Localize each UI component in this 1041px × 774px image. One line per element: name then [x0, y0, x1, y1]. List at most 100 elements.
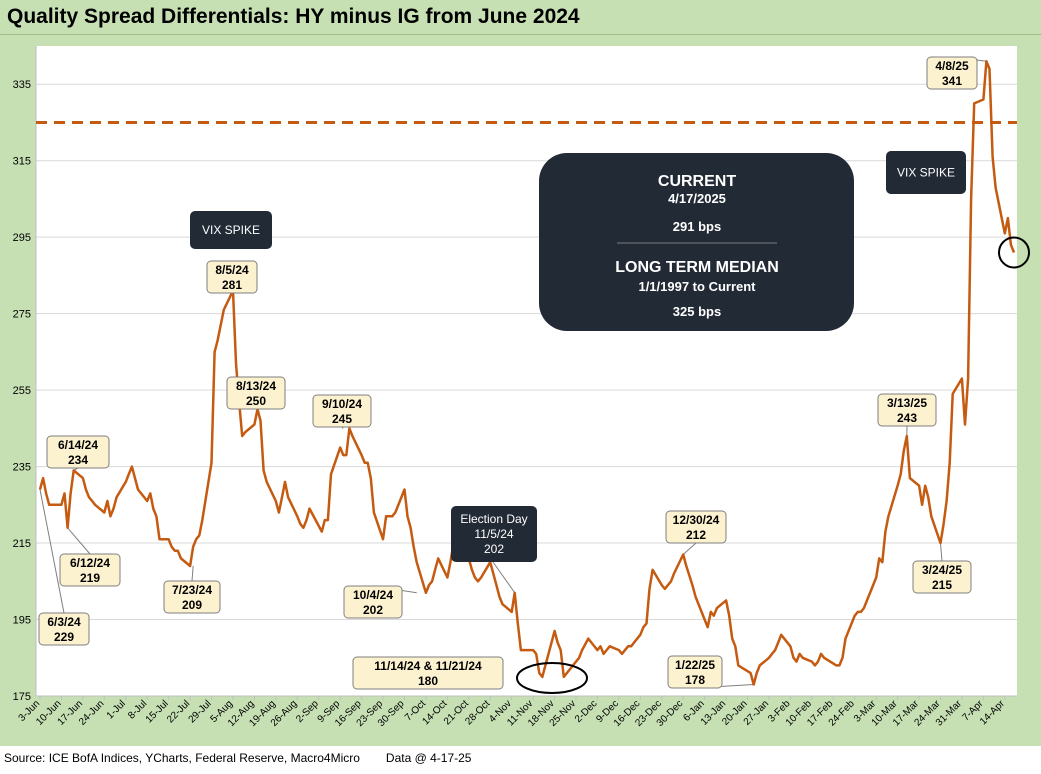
y-tick-label: 295 [13, 232, 31, 244]
callout-value: 215 [932, 578, 952, 592]
x-axis: 3-Jun10-Jun17-Jun24-Jun1-Jul8-Jul15-Jul2… [17, 695, 1017, 729]
vix-text: VIX SPIKE [897, 166, 955, 180]
election-title: Election Day [460, 512, 527, 526]
y-tick-label: 275 [13, 309, 31, 321]
callout-date: 9/10/24 [322, 397, 362, 411]
x-tick-label: 22-Jul [165, 698, 192, 725]
callout-value: 281 [222, 278, 242, 292]
median-value: 325 bps [673, 304, 721, 319]
y-tick-label: 235 [13, 462, 31, 474]
callout-box [926, 56, 978, 90]
callout-date: 4/8/25 [935, 59, 969, 73]
callout-box [38, 612, 90, 646]
current-value: 291 bps [673, 219, 721, 234]
callout-box [312, 394, 372, 428]
callout-box [59, 553, 121, 587]
election-date: 11/5/24 [474, 527, 513, 541]
callout-date: 8/13/24 [236, 379, 276, 393]
current-title: CURRENT [658, 173, 736, 190]
callout-value: 219 [80, 571, 100, 585]
x-tick-label: 2-Dec [573, 698, 600, 725]
current-circle-marker [998, 236, 1030, 269]
y-tick-label: 195 [13, 615, 31, 627]
y-tick-label: 175 [13, 691, 31, 703]
vix-text: VIX SPIKE [202, 223, 260, 237]
current-date: 4/17/2025 [668, 191, 726, 206]
callout-value: 229 [54, 630, 74, 644]
y-tick-label: 335 [13, 79, 31, 91]
callout-value: 234 [68, 453, 88, 467]
callout-box [226, 376, 286, 410]
callout-box [352, 656, 504, 690]
vix-box [886, 151, 966, 194]
callout-box [46, 435, 110, 469]
callout-value: 209 [182, 598, 202, 612]
callout-value: 341 [942, 74, 962, 88]
x-tick-label: 15-Jul [144, 698, 171, 725]
source-note: Source: ICE BofA Indices, YCharts, Feder… [4, 751, 360, 765]
callout-date: 7/23/24 [172, 583, 212, 597]
callout-leader [939, 543, 943, 562]
x-tick-label: 14-Apr [978, 698, 1007, 727]
callout-date: 3/24/25 [922, 563, 962, 577]
callout-box [667, 655, 723, 689]
callout-value: 245 [332, 412, 352, 426]
y-tick-label: 315 [13, 156, 31, 168]
median-title: LONG TERM MEDIAN [615, 259, 779, 276]
footer: Source: ICE BofA Indices, YCharts, Feder… [4, 751, 471, 765]
vix-spike-label: VIX SPIKE [190, 211, 272, 249]
callout-date: 11/14/24 & 11/21/24 [374, 659, 482, 673]
callout-date: 12/30/24 [673, 513, 720, 527]
callout-date: 1/22/25 [675, 658, 715, 672]
y-tick-label: 215 [13, 538, 31, 550]
x-tick-label: 1-Jul [105, 698, 128, 721]
low-circle-marker [516, 662, 588, 694]
callout-date: 8/5/24 [215, 263, 249, 277]
callout-date: 6/14/24 [58, 438, 98, 452]
callout-value: 243 [897, 411, 917, 425]
callout-date: 3/13/25 [887, 396, 927, 410]
median-range: 1/1/1997 to Current [638, 279, 756, 294]
callout-box [877, 393, 937, 427]
election-box [451, 506, 537, 562]
title-bar: Quality Spread Differentials: HY minus I… [0, 0, 1041, 35]
callout-box [665, 510, 727, 544]
callout-date: 6/12/24 [70, 556, 110, 570]
y-tick-label: 255 [13, 385, 31, 397]
callout-leader [191, 565, 194, 582]
summary-box-bg [539, 153, 854, 331]
election-value: 202 [484, 542, 504, 556]
callout-value: 180 [418, 674, 438, 688]
callout-value: 202 [363, 603, 383, 617]
callout-date: 10/4/24 [353, 588, 393, 602]
callout-leader [67, 527, 91, 555]
data-date: Data @ 4-17-25 [385, 751, 472, 765]
vix-box [190, 211, 272, 249]
callout-date: 6/3/24 [47, 615, 81, 629]
callout-box [163, 580, 221, 614]
callout-value: 212 [686, 528, 706, 542]
vix-spike-label: VIX SPIKE [886, 151, 966, 194]
callout-box [343, 585, 403, 619]
highlight-markers [516, 236, 1030, 694]
callout-leader [682, 542, 697, 555]
line-chart: 175 195 215 235 255 275 295 315 335 3-Jun10-Jun1… [13, 46, 1030, 729]
callout-box [912, 560, 972, 594]
chart-title: Quality Spread Differentials: HY minus I… [7, 5, 580, 28]
callout-box [206, 260, 258, 294]
x-tick-label: 2-Sep [294, 698, 321, 725]
